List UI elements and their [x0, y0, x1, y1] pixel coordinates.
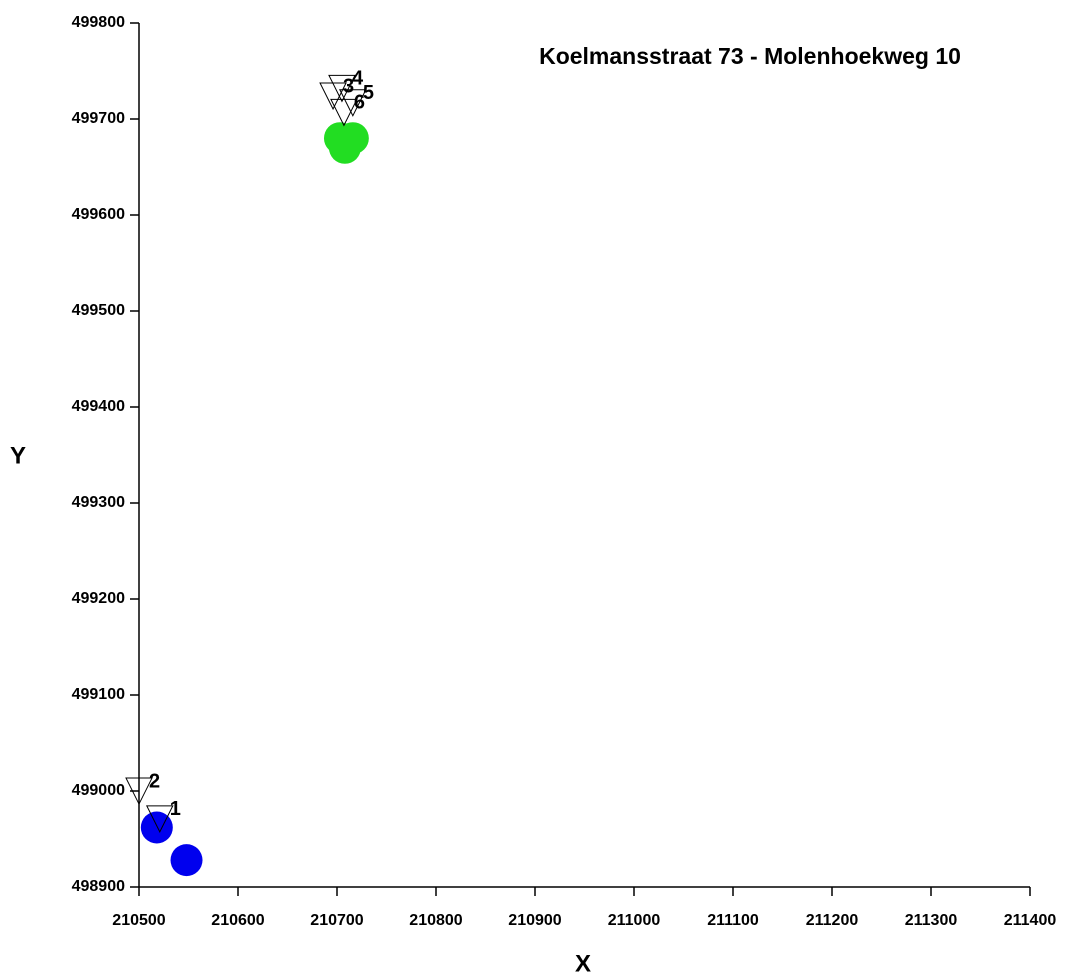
y-axis-label: Y: [10, 442, 26, 469]
point: [330, 98, 358, 127]
point: [145, 805, 174, 833]
point-label: 1: [170, 798, 181, 820]
point: [339, 89, 367, 117]
point: [140, 811, 173, 844]
chart-title: Koelmansstraat 73 - Molenhoekweg 10: [539, 43, 961, 69]
x-tick-label: 211100: [707, 912, 759, 929]
y-tick-label: 499100: [72, 686, 125, 703]
x-tick-label: 210800: [409, 912, 462, 929]
point: [336, 122, 369, 155]
y-tick-label: 499000: [72, 782, 125, 799]
x-tick-label: 211400: [1004, 912, 1057, 929]
x-tick-label: 211200: [806, 912, 859, 929]
point-label: 2: [149, 770, 160, 792]
x-tick-label: 210900: [508, 912, 561, 929]
point-label: 5: [363, 82, 374, 104]
point: [328, 74, 356, 103]
point: [125, 777, 153, 806]
y-tick-label: 499500: [72, 302, 125, 319]
point: [170, 844, 203, 877]
y-tick-label: 499200: [72, 590, 125, 607]
y-tick-label: 498900: [72, 878, 125, 895]
point-label: 4: [352, 68, 364, 90]
y-tick-label: 499300: [72, 494, 125, 511]
x-tick-label: 210600: [211, 912, 264, 929]
x-tick-label: 210500: [112, 912, 165, 929]
y-tick-label: 499400: [72, 398, 125, 415]
x-axis-label: X: [575, 950, 591, 977]
x-tick-label: 211000: [608, 912, 661, 929]
y-tick-label: 499800: [72, 14, 125, 31]
point-label: 6: [354, 92, 365, 114]
y-tick-label: 499700: [72, 110, 125, 127]
point-label: 3: [343, 75, 354, 97]
x-tick-label: 210700: [310, 912, 363, 929]
y-tick-label: 499600: [72, 206, 125, 223]
x-tick-label: 211300: [905, 912, 958, 929]
